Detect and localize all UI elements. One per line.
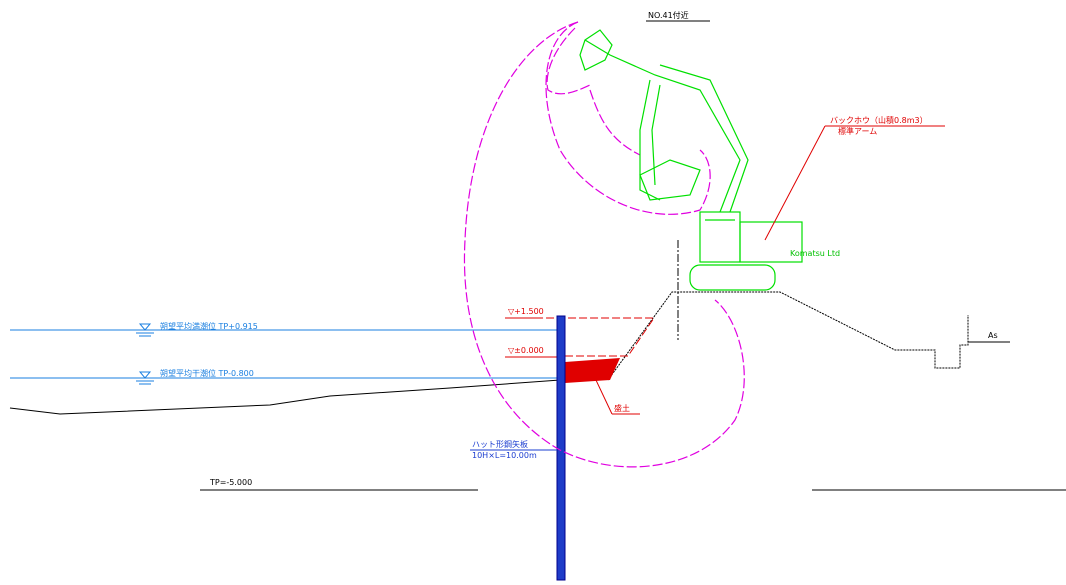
- fill-leader: [595, 378, 612, 414]
- pile-spec: 10H×L=10.00m: [472, 451, 537, 460]
- fill-area: [565, 358, 620, 383]
- seabed: [10, 380, 560, 414]
- top-level: ▽+1.500: [508, 307, 544, 316]
- drawing: NO.41付近 朔望平均満潮位 TP+0.915 朔望平均干潮位 TP-0.80…: [0, 0, 1066, 585]
- zero-level: ▽±0.000: [508, 346, 544, 355]
- fill-label: 盛土: [614, 403, 630, 413]
- machine-leader: [765, 126, 825, 240]
- water-symbol: [136, 324, 154, 384]
- maker-label: Komatsu Ltd: [790, 249, 840, 258]
- excavator: [580, 30, 802, 290]
- pile-name: ハット形鋼矢板: [472, 439, 528, 449]
- sheet-pile: [557, 316, 565, 580]
- machine-arm: 標準アーム: [838, 126, 877, 136]
- low-water-label: 朔望平均干潮位 TP-0.800: [160, 368, 254, 378]
- high-water-label: 朔望平均満潮位 TP+0.915: [160, 321, 258, 331]
- bottom-level: TP=-5.000: [209, 478, 252, 487]
- as-label: As: [988, 331, 998, 340]
- reach-envelope: [464, 22, 744, 467]
- title: NO.41付近: [648, 10, 689, 20]
- ground-profile: [608, 292, 968, 380]
- machine-name: バックホウ（山積0.8m3）: [830, 115, 928, 125]
